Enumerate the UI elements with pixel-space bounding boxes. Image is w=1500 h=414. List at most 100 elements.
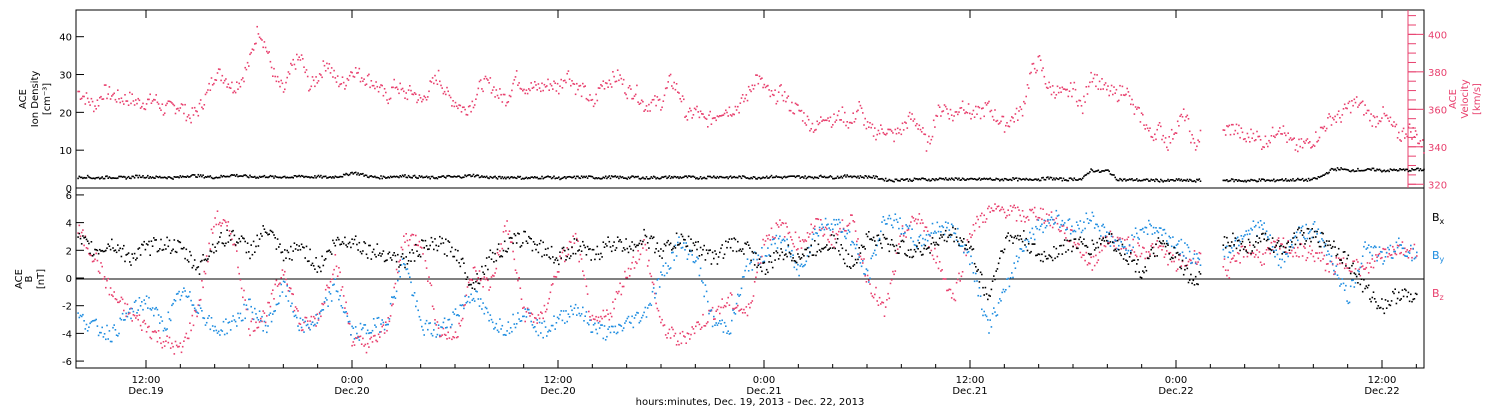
data-point <box>172 178 174 180</box>
data-point <box>1423 169 1425 171</box>
top-right-ylabel-line2: Velocity <box>1460 79 1471 118</box>
data-point <box>374 324 376 326</box>
data-point <box>837 176 839 178</box>
data-point <box>733 114 735 116</box>
data-point <box>1114 177 1116 179</box>
data-point <box>1363 246 1365 248</box>
data-point <box>1095 86 1097 88</box>
data-point <box>368 346 370 348</box>
data-point <box>1375 247 1377 249</box>
data-point <box>155 332 157 334</box>
data-point <box>149 254 151 256</box>
data-point <box>553 262 555 264</box>
data-point <box>100 96 102 98</box>
data-point <box>846 233 848 235</box>
data-point <box>768 234 770 236</box>
data-point <box>449 95 451 97</box>
data-point <box>1402 131 1404 133</box>
data-point <box>498 331 500 333</box>
data-point <box>1254 256 1256 258</box>
data-point <box>790 236 792 238</box>
data-point <box>1376 260 1378 262</box>
data-point <box>434 323 436 325</box>
data-point <box>390 315 392 317</box>
data-point <box>967 112 969 114</box>
data-point <box>1173 261 1175 263</box>
data-point <box>726 112 728 114</box>
data-point <box>618 80 620 82</box>
data-point <box>505 230 507 232</box>
data-point <box>314 268 316 270</box>
data-point <box>1080 100 1082 102</box>
data-point <box>438 245 440 247</box>
data-point <box>577 89 579 91</box>
data-point <box>183 287 185 289</box>
data-point <box>873 297 875 299</box>
data-point <box>618 291 620 293</box>
data-point <box>1200 253 1202 255</box>
data-point <box>168 246 170 248</box>
data-point <box>1293 137 1295 139</box>
data-point <box>307 324 309 326</box>
data-point <box>249 54 251 56</box>
data-point <box>362 173 364 175</box>
data-point <box>223 82 225 84</box>
data-point <box>1178 259 1180 261</box>
data-point <box>315 325 317 327</box>
data-point <box>971 262 973 264</box>
data-point <box>891 279 893 281</box>
data-point <box>864 118 866 120</box>
data-point <box>1187 244 1189 246</box>
data-point <box>433 83 435 85</box>
data-point <box>85 236 87 238</box>
data-point <box>272 289 274 291</box>
data-point <box>815 129 817 131</box>
data-point <box>1137 242 1139 244</box>
data-point <box>1405 251 1407 253</box>
data-point <box>1062 220 1064 222</box>
data-point <box>311 264 313 266</box>
data-point <box>826 228 828 230</box>
data-point <box>547 79 549 81</box>
data-point <box>601 324 603 326</box>
data-point <box>189 322 191 324</box>
data-point <box>496 260 498 262</box>
data-point <box>213 226 215 228</box>
data-point <box>374 88 376 90</box>
data-point <box>825 218 827 220</box>
data-point <box>256 235 258 237</box>
data-point <box>135 99 137 101</box>
data-point <box>160 343 162 345</box>
data-point <box>550 83 552 85</box>
data-point <box>619 283 621 285</box>
data-point <box>213 252 215 254</box>
data-point <box>199 305 201 307</box>
data-point <box>435 336 437 338</box>
data-point <box>480 298 482 300</box>
data-point <box>921 131 923 133</box>
data-point <box>866 281 868 283</box>
data-point <box>323 60 325 62</box>
data-point <box>1239 137 1241 139</box>
data-point <box>409 252 411 254</box>
data-point <box>670 74 672 76</box>
data-point <box>131 320 133 322</box>
data-point <box>381 319 383 321</box>
data-point <box>581 313 583 315</box>
data-point <box>530 82 532 84</box>
data-point <box>816 121 818 123</box>
data-point <box>268 51 270 53</box>
top-right-ytick-label: 340 <box>1428 143 1447 154</box>
data-point <box>200 307 202 309</box>
data-point <box>389 318 391 320</box>
data-point <box>895 213 897 215</box>
data-point <box>488 178 490 180</box>
data-point <box>1372 125 1374 127</box>
data-point <box>623 327 625 329</box>
data-point <box>840 119 842 121</box>
data-point <box>541 176 543 178</box>
data-point <box>331 67 333 69</box>
data-point <box>540 178 542 180</box>
data-point <box>1001 207 1003 209</box>
data-point <box>597 320 599 322</box>
